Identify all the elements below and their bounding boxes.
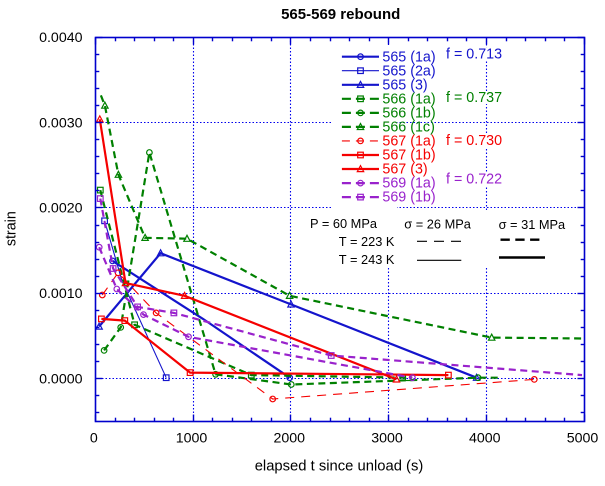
svg-text:σ = 31 MPa: σ = 31 MPa [499,217,566,232]
svg-text:0.0000: 0.0000 [39,371,83,387]
svg-text:0.0020: 0.0020 [39,201,83,217]
svg-text:5000: 5000 [567,431,599,447]
svg-text:569 (1a): 569 (1a) [382,176,435,192]
svg-text:566 (1c): 566 (1c) [382,120,434,136]
svg-text:567 (3): 567 (3) [382,162,427,178]
svg-text:567 (1a): 567 (1a) [382,134,435,150]
svg-text:4000: 4000 [469,431,501,447]
svg-text:566 (1b): 566 (1b) [382,106,435,122]
svg-text:565 (1a): 565 (1a) [382,49,435,65]
svg-text:1000: 1000 [176,431,208,447]
svg-text:565 (2a): 565 (2a) [382,63,435,79]
svg-text:0.0030: 0.0030 [39,115,83,131]
svg-text:P = 60 MPa: P = 60 MPa [310,216,378,231]
svg-text:567 (1b): 567 (1b) [382,148,435,164]
svg-text:T = 243 K: T = 243 K [339,252,395,267]
svg-text:3000: 3000 [371,431,403,447]
svg-text:566 (1a): 566 (1a) [382,91,435,107]
svg-text:f = 0.722: f = 0.722 [446,171,502,187]
svg-text:565 (3): 565 (3) [382,77,427,93]
svg-text:σ = 26 MPa: σ = 26 MPa [404,217,471,232]
svg-text:0: 0 [90,431,98,447]
svg-text:0.0040: 0.0040 [39,30,83,46]
svg-text:f = 0.713: f = 0.713 [446,46,502,62]
svg-text:565-569 rebound: 565-569 rebound [281,6,400,23]
svg-text:2000: 2000 [274,431,306,447]
svg-text:569 (1b): 569 (1b) [382,190,435,206]
svg-text:f = 0.737: f = 0.737 [446,90,502,106]
svg-text:0.0010: 0.0010 [39,286,83,302]
svg-text:f = 0.730: f = 0.730 [446,133,502,149]
svg-text:elapsed t since unload (s): elapsed t since unload (s) [255,459,424,475]
svg-text:T = 223 K: T = 223 K [339,234,395,249]
svg-text:strain: strain [4,211,20,246]
